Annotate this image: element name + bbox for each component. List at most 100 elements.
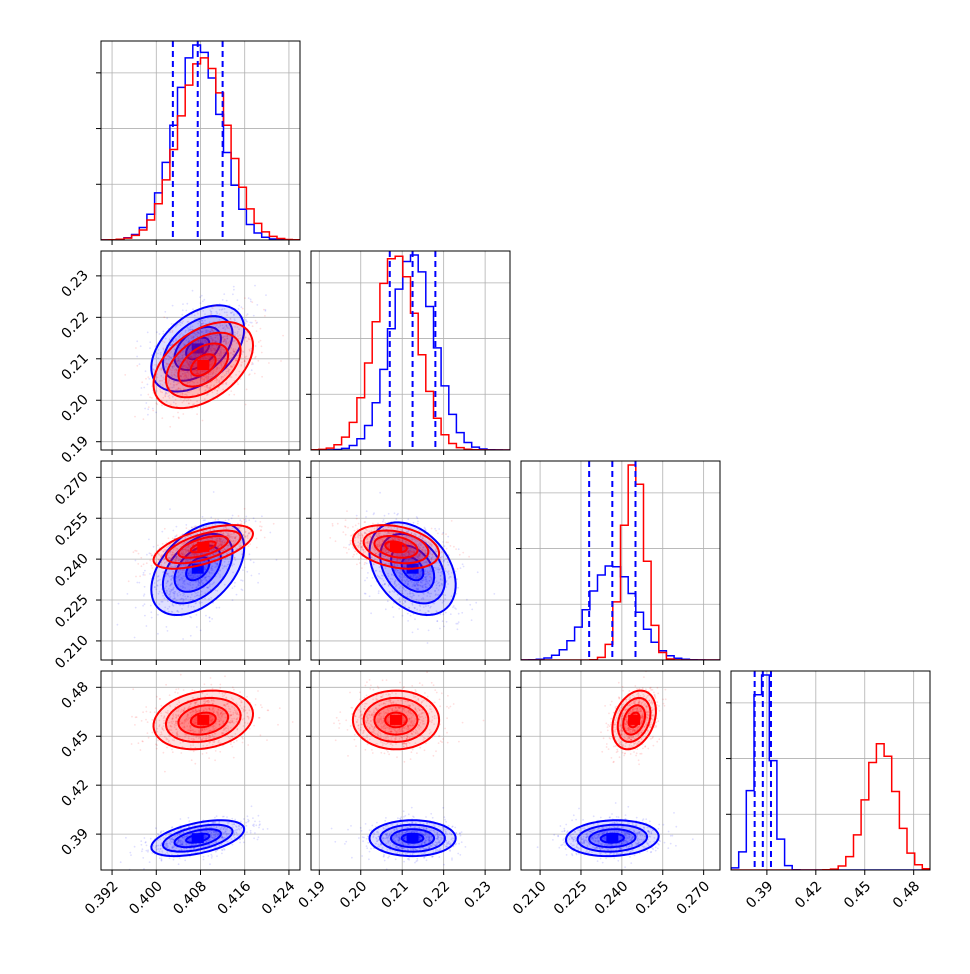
scatter-point: [148, 378, 150, 380]
scatter-point: [144, 408, 146, 410]
scatter-point: [168, 537, 170, 539]
scatter-point: [454, 568, 456, 570]
scatter-point: [176, 526, 178, 528]
scatter-point: [261, 515, 263, 517]
scatter-point: [352, 556, 354, 558]
scatter-point: [450, 613, 452, 615]
scatter-point: [248, 374, 250, 376]
scatter-point: [450, 545, 452, 547]
scatter-point: [245, 319, 247, 321]
panel-2d-group: [329, 492, 495, 644]
scatter-point: [442, 614, 444, 616]
scatter-point: [259, 521, 261, 523]
scatter-point: [201, 317, 203, 319]
scatter-point: [145, 370, 147, 372]
scatter-point: [171, 331, 173, 333]
scatter-point: [222, 299, 224, 301]
scatter-point: [243, 519, 245, 521]
scatter-point: [155, 572, 157, 574]
scatter-point: [244, 523, 246, 525]
scatter-point: [348, 548, 350, 550]
scatter-point: [459, 554, 461, 556]
scatter-point: [211, 618, 213, 620]
scatter-point: [442, 620, 444, 622]
scatter-point: [163, 316, 165, 318]
scatter-point: [201, 324, 203, 326]
scatter-point: [441, 548, 443, 550]
scatter-point: [164, 341, 166, 343]
scatter-point: [414, 618, 416, 620]
scatter-point: [238, 305, 240, 307]
scatter-point: [232, 587, 234, 589]
scatter-point: [346, 510, 348, 512]
scatter-point: [245, 519, 247, 521]
scatter-point: [169, 426, 171, 428]
scatter-point: [223, 293, 225, 295]
scatter-point: [455, 548, 457, 550]
scatter-point: [249, 553, 251, 555]
scatter-point: [440, 614, 442, 616]
scatter-point: [136, 365, 138, 367]
scatter-point: [392, 606, 394, 608]
scatter-point: [147, 384, 149, 386]
scatter-point: [173, 416, 175, 418]
scatter-point: [186, 527, 188, 529]
scatter-point: [471, 609, 473, 611]
scatter-point: [256, 538, 258, 540]
scatter-point: [191, 527, 193, 529]
scatter-point: [175, 338, 177, 340]
scatter-point: [118, 603, 120, 605]
scatter-point: [162, 347, 164, 349]
scatter-point: [260, 529, 262, 531]
scatter-point: [156, 331, 158, 333]
scatter-point: [441, 560, 443, 562]
scatter-point: [238, 515, 240, 517]
scatter-point: [202, 300, 204, 302]
scatter-point: [219, 313, 221, 315]
scatter-point: [145, 402, 147, 404]
scatter-point: [455, 571, 457, 573]
scatter-point: [273, 523, 275, 525]
scatter-point: [149, 347, 151, 349]
scatter-point: [135, 560, 137, 562]
scatter-point: [413, 522, 415, 524]
scatter-point: [233, 394, 235, 396]
scatter-point: [138, 553, 140, 555]
scatter-point: [241, 306, 243, 308]
scatter-point: [226, 314, 228, 316]
scatter-point: [461, 612, 463, 614]
scatter-point: [357, 528, 359, 530]
scatter-point: [135, 607, 137, 609]
scatter-point: [193, 321, 195, 323]
scatter-point: [388, 513, 390, 515]
scatter-point: [234, 586, 236, 588]
scatter-point: [165, 572, 167, 574]
scatter-point: [182, 303, 184, 305]
scatter-point: [257, 360, 259, 362]
scatter-point: [251, 369, 253, 371]
scatter-point: [189, 616, 191, 618]
scatter-point: [151, 555, 153, 557]
scatter-point: [407, 518, 409, 520]
scatter-point: [151, 567, 153, 569]
scatter-point: [248, 519, 250, 521]
scatter-point: [370, 585, 372, 587]
scatter-point: [466, 599, 468, 601]
scatter-point: [157, 633, 159, 635]
scatter-point: [242, 551, 244, 553]
scatter-point: [134, 550, 136, 552]
scatter-point: [443, 626, 445, 628]
scatter-point: [384, 522, 386, 524]
scatter-point: [244, 297, 246, 299]
scatter-point: [245, 404, 247, 406]
scatter-point: [203, 299, 205, 301]
scatter-point: [493, 593, 495, 595]
scatter-point: [260, 340, 262, 342]
scatter-point: [234, 582, 236, 584]
scatter-point: [232, 515, 234, 517]
scatter-point: [210, 316, 212, 318]
scatter-point: [469, 604, 471, 606]
scatter-point: [387, 600, 389, 602]
scatter-point: [141, 565, 143, 567]
